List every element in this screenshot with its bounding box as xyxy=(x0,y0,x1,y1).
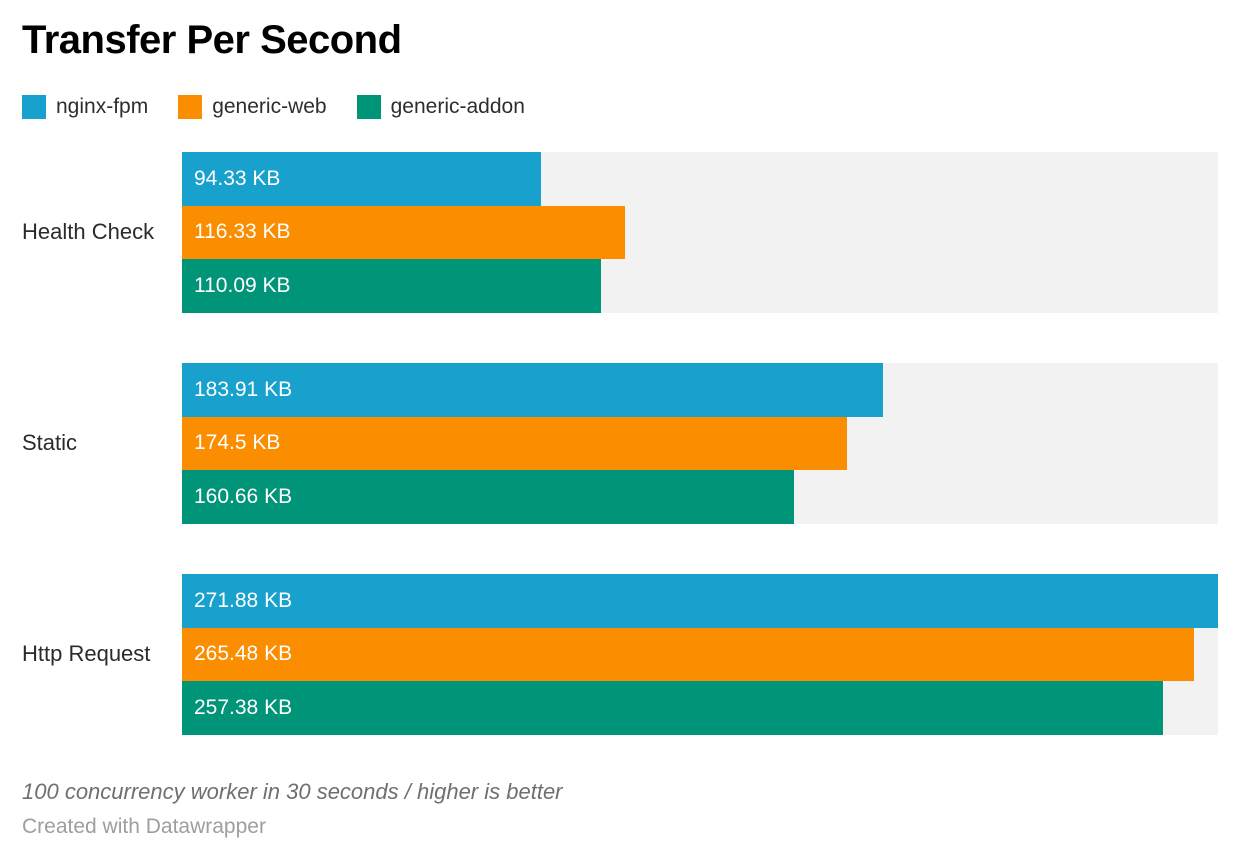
bar-generic-addon: 110.09 KB xyxy=(182,259,602,313)
category-bars: 94.33 KB 116.33 KB 110.09 KB xyxy=(182,152,1218,313)
bar-track: 110.09 KB xyxy=(182,259,1218,313)
bar-value-label: 265.48 KB xyxy=(194,642,293,666)
bar-value-label: 116.33 KB xyxy=(194,220,291,244)
chart-title: Transfer Per Second xyxy=(22,18,402,62)
bar-track: 116.33 KB xyxy=(182,205,1218,260)
bar-track: 265.48 KB xyxy=(182,627,1218,682)
category-group: Static 183.91 KB 174.5 KB 160.66 KB xyxy=(22,362,1218,524)
legend-item-nginx-fpm: nginx-fpm xyxy=(22,95,148,119)
category-label: Http Request xyxy=(22,641,151,667)
attribution-text: Created with Datawrapper xyxy=(22,814,266,838)
category-group: Health Check 94.33 KB 116.33 KB 110.09 KB xyxy=(22,152,1218,313)
bar-track: 160.66 KB xyxy=(182,470,1218,524)
bar-nginx-fpm: 271.88 KB xyxy=(182,573,1218,628)
bar-generic-web: 265.48 KB xyxy=(182,627,1194,682)
bar-value-label: 257.38 KB xyxy=(194,696,293,720)
bar-track: 94.33 KB xyxy=(182,152,1218,206)
legend-label: generic-addon xyxy=(390,95,525,118)
bar-value-label: 271.88 KB xyxy=(194,588,293,612)
bar-value-label: 183.91 KB xyxy=(194,377,293,401)
bar-generic-addon: 160.66 KB xyxy=(182,470,795,524)
legend-swatch-icon xyxy=(178,95,203,119)
legend-label: generic-web xyxy=(212,95,327,118)
bar-track: 183.91 KB xyxy=(182,362,1218,417)
bar-generic-addon: 257.38 KB xyxy=(182,681,1163,735)
legend: nginx-fpm generic-web generic-addon xyxy=(22,95,1218,119)
legend-swatch-icon xyxy=(356,95,381,119)
bar-track: 174.5 KB xyxy=(182,416,1218,471)
bar-value-label: 174.5 KB xyxy=(194,431,281,455)
category-label: Static xyxy=(22,430,78,456)
bar-value-label: 160.66 KB xyxy=(194,485,293,509)
bar-value-label: 110.09 KB xyxy=(194,274,291,298)
bar-track: 257.38 KB xyxy=(182,681,1218,735)
category-group: Http Request 271.88 KB 265.48 KB 257.38 KB xyxy=(22,573,1218,735)
bar-value-label: 94.33 KB xyxy=(194,166,281,190)
bar-nginx-fpm: 94.33 KB xyxy=(182,152,542,206)
plot-area: Health Check 94.33 KB 116.33 KB 110.09 KB St… xyxy=(22,152,1218,735)
legend-swatch-icon xyxy=(22,95,46,119)
bar-nginx-fpm: 183.91 KB xyxy=(182,362,883,417)
chart-note: 100 concurrency worker in 30 seconds / h… xyxy=(22,778,563,804)
bar-generic-web: 174.5 KB xyxy=(182,416,847,471)
category-label: Health Check xyxy=(22,219,155,245)
legend-item-generic-addon: generic-addon xyxy=(356,95,525,119)
legend-label: nginx-fpm xyxy=(56,95,149,118)
category-bars: 183.91 KB 174.5 KB 160.66 KB xyxy=(182,362,1218,524)
legend-item-generic-web: generic-web xyxy=(178,95,327,119)
bar-track: 271.88 KB xyxy=(182,573,1218,628)
bar-generic-web: 116.33 KB xyxy=(182,205,626,260)
category-bars: 271.88 KB 265.48 KB 257.38 KB xyxy=(182,573,1218,735)
